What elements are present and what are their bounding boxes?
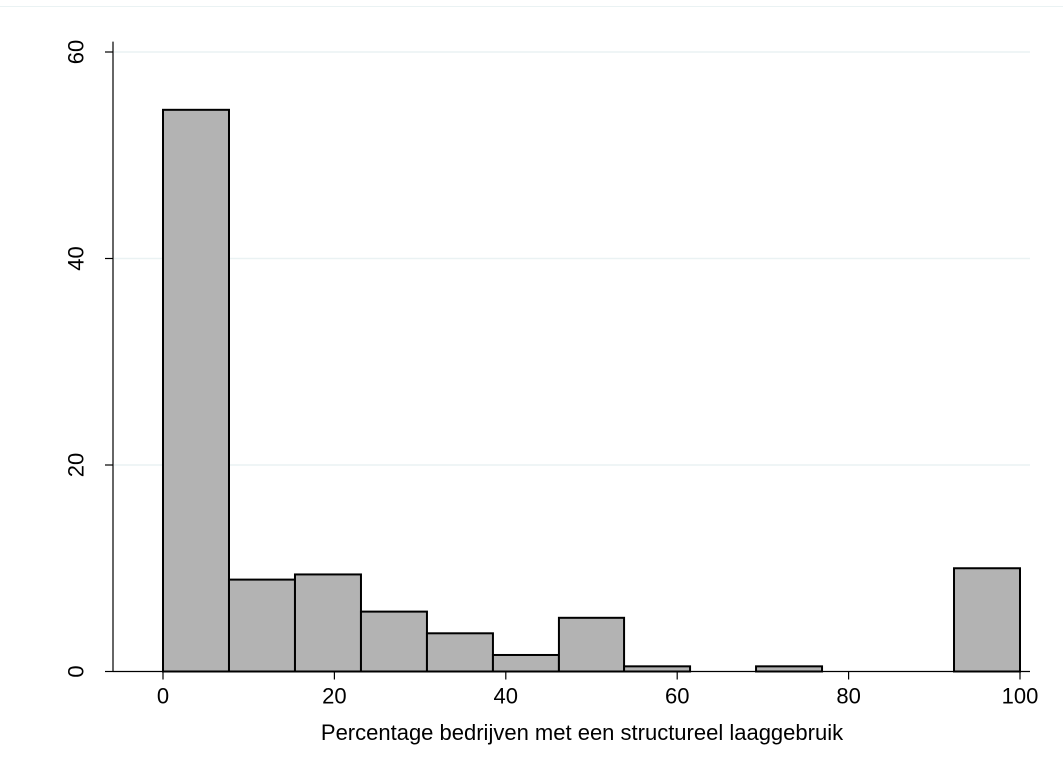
- histogram-bar-5: [491, 653, 560, 673]
- histogram-bars: [162, 108, 1021, 673]
- x-tick-label-40: 40: [494, 684, 518, 709]
- histogram-bar-2: [293, 573, 362, 673]
- y-tick-label-60: 60: [64, 40, 89, 64]
- x-tick-label-80: 80: [836, 684, 860, 709]
- gridlines: [114, 51, 1030, 466]
- histogram-bar-0: [162, 108, 230, 673]
- x-tick-label-20: 20: [322, 684, 346, 709]
- histogram-bar-6: [557, 616, 626, 673]
- x-tick-label-0: 0: [157, 684, 169, 709]
- y-tick-label-0: 0: [64, 665, 89, 677]
- axes: [112, 41, 1030, 673]
- histogram-bar-12: [953, 567, 1021, 673]
- top-border-line: [0, 6, 1063, 7]
- x-tick-label-60: 60: [665, 684, 689, 709]
- histogram-bar-7: [623, 665, 692, 673]
- x-axis-label: Percentage bedrijven met een structureel…: [321, 720, 844, 745]
- histogram-bar-3: [359, 610, 428, 673]
- x-tick-label-100: 100: [1002, 684, 1039, 709]
- y-tick-label-40: 40: [64, 246, 89, 270]
- histogram-bar-4: [425, 632, 494, 673]
- x-axis-ticks: 0 20 40 60 80 100: [157, 671, 1039, 709]
- histogram-bar-1: [227, 578, 296, 673]
- y-tick-label-20: 20: [64, 453, 89, 477]
- y-axis-ticks: 0 20 40 60: [64, 40, 113, 678]
- histogram-bar-9: [755, 665, 824, 673]
